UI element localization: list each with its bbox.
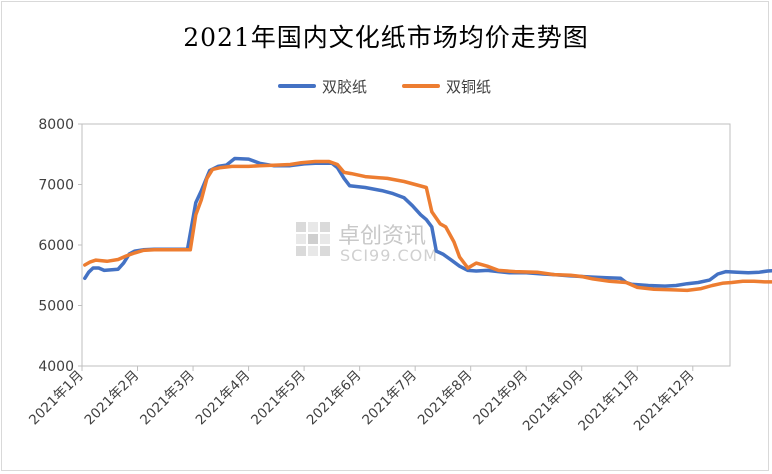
x-tick-label: 2021年2月	[82, 368, 143, 429]
x-tick-label: 2021年3月	[137, 368, 198, 429]
legend-swatch-series-1	[278, 84, 316, 88]
series-layer	[83, 156, 772, 293]
x-tick-label: 2021年4月	[193, 368, 254, 429]
series-line-2	[83, 159, 772, 293]
x-tick-label: 2021年1月	[26, 368, 87, 429]
y-tick-label: 4000	[38, 359, 74, 375]
x-tick-label: 2021年6月	[304, 368, 365, 429]
legend: 双胶纸 双铜纸	[0, 76, 772, 96]
axes: 4000 5000 6000 7000 8000 2021年1月2021年2月2021年3…	[26, 117, 731, 434]
legend-swatch-series-2	[402, 84, 440, 88]
watermark-en: SCI99.COM	[340, 246, 438, 265]
watermark-logo	[296, 222, 330, 256]
x-tick-label: 2021年9月	[470, 368, 531, 429]
x-tick-label: 2021年8月	[415, 368, 476, 429]
legend-item-series-1: 双胶纸	[278, 76, 367, 96]
y-tick-label: 7000	[38, 178, 74, 194]
y-tick-label: 6000	[38, 238, 74, 254]
chart-title: 2021年国内文化纸市场均价走势图	[183, 23, 589, 52]
x-tick-label: 2021年5月	[248, 368, 309, 429]
legend-label-series-1: 双胶纸	[322, 77, 368, 96]
series-line-1	[83, 156, 772, 288]
watermark: 卓创资讯 SCI99.COM	[296, 222, 438, 265]
x-tick-label: 2021年7月	[359, 368, 420, 429]
legend-item-series-2: 双铜纸	[402, 76, 491, 96]
y-tick-label: 5000	[38, 299, 74, 315]
legend-label-series-2: 双铜纸	[446, 77, 492, 96]
y-tick-label: 8000	[38, 117, 74, 133]
watermark-cn: 卓创资讯	[338, 224, 426, 249]
